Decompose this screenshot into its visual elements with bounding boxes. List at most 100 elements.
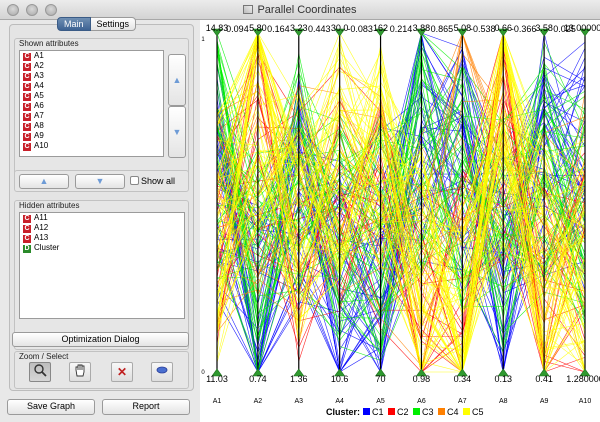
attribute-list-item[interactable]: D Cluster	[20, 243, 184, 253]
window-titlebar: Parallel Coordinates	[0, 0, 600, 20]
control-panel: Shown attributes C A1 C A2 C A3 C A4 C A5 C A6 C A7 C A…	[9, 24, 194, 391]
zoom-window-button[interactable]	[45, 4, 57, 16]
legend-label-c3: C3	[422, 407, 434, 417]
axis-min-handle[interactable]	[252, 368, 264, 377]
data-line-c3	[216, 128, 586, 338]
clear-selection-button[interactable]: ✕	[111, 362, 133, 382]
attribute-list-item[interactable]: C A6	[20, 101, 163, 111]
data-line-c5	[216, 31, 586, 355]
zoom-icon	[34, 364, 47, 377]
tab-main[interactable]: Main	[57, 17, 91, 31]
axis-min-label: 0.98	[413, 374, 431, 384]
axis-min-label: 0.13	[494, 374, 512, 384]
close-window-button[interactable]	[7, 4, 19, 16]
continuous-attribute-icon: C	[23, 143, 31, 151]
axis-name-label: A1	[213, 398, 222, 405]
optimization-dialog-button[interactable]: Optimization Dialog	[12, 332, 189, 347]
attribute-list-item[interactable]: C A13	[20, 233, 184, 243]
data-line-c5	[216, 32, 586, 373]
attribute-name: A7	[34, 111, 44, 120]
attribute-name: A1	[34, 51, 44, 60]
correlation-label: 0.164	[267, 24, 290, 34]
shown-attributes-list[interactable]: C A1 C A2 C A3 C A4 C A5 C A6 C A7 C A8 C A9 C A10	[19, 50, 164, 157]
axis-min-handle[interactable]	[538, 368, 550, 377]
save-graph-button[interactable]: Save Graph	[7, 399, 95, 415]
axis-min-handle[interactable]	[456, 368, 468, 377]
axis-min-label: 11.03	[206, 374, 228, 384]
data-line-c3	[216, 59, 586, 373]
parallel-coordinates-plot[interactable]: 1 0 14.83 11.03 A1 5.80 0.74 A2 3.23 1.36 A3 30.0 10…	[200, 20, 600, 422]
axis-max-label: 5.08	[454, 23, 472, 33]
legend-swatch-c3	[413, 408, 420, 415]
correlation-label: -0.083	[347, 24, 373, 34]
continuous-attribute-icon: C	[23, 93, 31, 101]
show-all-label: Show all	[141, 176, 176, 186]
move-down-button[interactable]: ▼	[168, 106, 186, 158]
axis-max-handle[interactable]	[456, 28, 468, 37]
attribute-list-item[interactable]: C A10	[20, 141, 163, 151]
axis-min-handle[interactable]	[497, 368, 509, 377]
attribute-list-item[interactable]: C A7	[20, 111, 163, 121]
axis-max-handle[interactable]	[252, 28, 264, 37]
attribute-list-item[interactable]: C A1	[20, 51, 163, 61]
axis-min-handle[interactable]	[211, 368, 223, 377]
plot-svg[interactable]: 1 0 14.83 11.03 A1 5.80 0.74 A2 3.23 1.36 A3 30.0 10…	[200, 20, 600, 422]
pan-tool-button[interactable]	[69, 362, 91, 382]
data-line-c5	[216, 40, 586, 373]
attribute-list-item[interactable]: C A4	[20, 81, 163, 91]
move-up-button[interactable]: ▲	[168, 54, 186, 106]
zoom-tool-button[interactable]	[29, 362, 51, 382]
axis-max-handle[interactable]	[579, 28, 591, 37]
axis-max-label: 13.000000	[564, 23, 600, 33]
axis-min-handle[interactable]	[579, 368, 591, 377]
axis-max-handle[interactable]	[211, 28, 223, 37]
attribute-name: Cluster	[34, 243, 60, 252]
axis-max-handle[interactable]	[334, 28, 346, 37]
continuous-attribute-icon: C	[23, 83, 31, 91]
axis-min-handle[interactable]	[374, 368, 387, 377]
data-line-c5	[216, 60, 586, 314]
legend-swatch-c5	[463, 408, 470, 415]
show-hide-row: ▲ ▼ Show all	[14, 170, 189, 192]
axis-max-handle[interactable]	[415, 28, 428, 37]
axis-max-handle[interactable]	[374, 28, 387, 37]
tab-settings[interactable]: Settings	[90, 17, 137, 31]
data-line-c5	[216, 126, 586, 263]
correlation-label: -0.366	[511, 24, 537, 34]
axes	[211, 28, 591, 377]
minimize-window-button[interactable]	[26, 4, 38, 16]
hidden-attributes-label: Hidden attributes	[19, 201, 80, 210]
continuous-attribute-icon: C	[23, 63, 31, 71]
attribute-list-item[interactable]: C A11	[20, 213, 184, 223]
show-attribute-button[interactable]: ▲	[19, 174, 69, 189]
data-line-c5	[216, 32, 586, 373]
axis-min-handle[interactable]	[415, 368, 428, 377]
axis-max-label: 5.80	[249, 23, 267, 33]
data-line-c5	[216, 121, 586, 360]
attribute-list-item[interactable]: C A12	[20, 223, 184, 233]
legend-title: Cluster:	[326, 407, 360, 417]
axis-min-handle[interactable]	[293, 368, 305, 377]
checkbox-icon[interactable]	[130, 176, 139, 185]
hidden-attributes-list[interactable]: C A11 C A12 C A13 D Cluster	[19, 212, 185, 319]
report-button[interactable]: Report	[102, 399, 190, 415]
continuous-attribute-icon: C	[23, 53, 31, 61]
lasso-select-button[interactable]	[151, 362, 173, 382]
axis-max-handle[interactable]	[497, 28, 509, 37]
legend-swatch-c2	[388, 408, 395, 415]
y-tick-label: 1	[201, 37, 205, 43]
attribute-list-item[interactable]: C A5	[20, 91, 163, 101]
show-all-checkbox[interactable]: Show all	[130, 176, 175, 187]
attribute-list-item[interactable]: C A8	[20, 121, 163, 131]
axis-min-label: 10.6	[331, 374, 349, 384]
hide-attribute-button[interactable]: ▼	[75, 174, 125, 189]
axis-min-handle[interactable]	[334, 368, 346, 377]
attribute-list-item[interactable]: C A3	[20, 71, 163, 81]
axis-min-label: 0.74	[249, 374, 267, 384]
attribute-list-item[interactable]: C A2	[20, 61, 163, 71]
axis-max-handle[interactable]	[538, 28, 550, 37]
attribute-list-item[interactable]: C A9	[20, 131, 163, 141]
axis-max-handle[interactable]	[293, 28, 305, 37]
data-line-c5	[216, 32, 586, 368]
data-line-c4	[216, 142, 586, 285]
